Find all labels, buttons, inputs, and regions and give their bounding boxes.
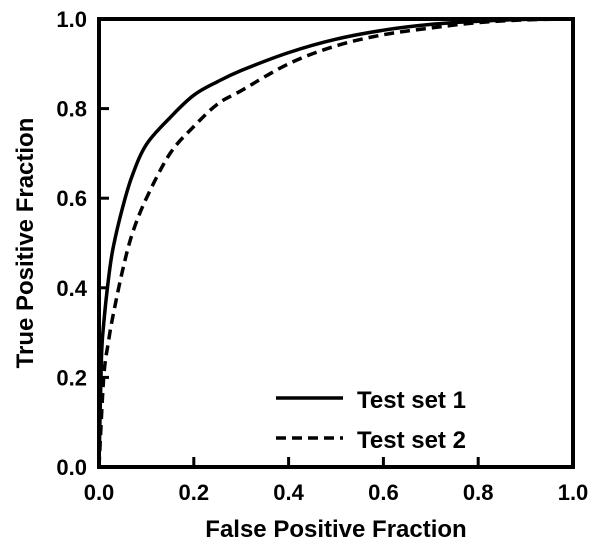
legend-label-test-set-2: Test set 2: [357, 427, 466, 454]
y-tick-label: 0.0: [56, 455, 87, 480]
x-tick-label: 0.8: [463, 480, 494, 505]
y-tick-label: 1.0: [56, 7, 87, 32]
x-tick-label: 1.0: [558, 480, 589, 505]
legend-label-test-set-1: Test set 1: [357, 387, 466, 414]
series-line-1: [97, 17, 574, 468]
legend: Test set 1 Test set 2: [276, 387, 466, 454]
x-tick-label: 0.0: [84, 480, 115, 505]
ticks-layer: 0.0 0.2 0.4 0.6 0.8 1.0 0.0 0.2 0.4 0.6 0.8 1.0: [56, 7, 588, 505]
x-tick-label: 0.4: [273, 480, 304, 505]
y-tick-label: 0.2: [56, 365, 87, 390]
y-axis-label: True Positive Fraction: [12, 118, 39, 369]
y-tick-label: 0.6: [56, 186, 87, 211]
y-tick-label: 0.8: [56, 97, 87, 122]
x-tick-label: 0.2: [179, 480, 210, 505]
x-axis-label: False Positive Fraction: [205, 516, 466, 543]
x-tick-label: 0.6: [368, 480, 399, 505]
series-layer: [97, 17, 574, 468]
series-line-2: [97, 17, 574, 468]
plot-frame: [97, 17, 575, 469]
y-tick-label: 0.4: [56, 276, 87, 301]
